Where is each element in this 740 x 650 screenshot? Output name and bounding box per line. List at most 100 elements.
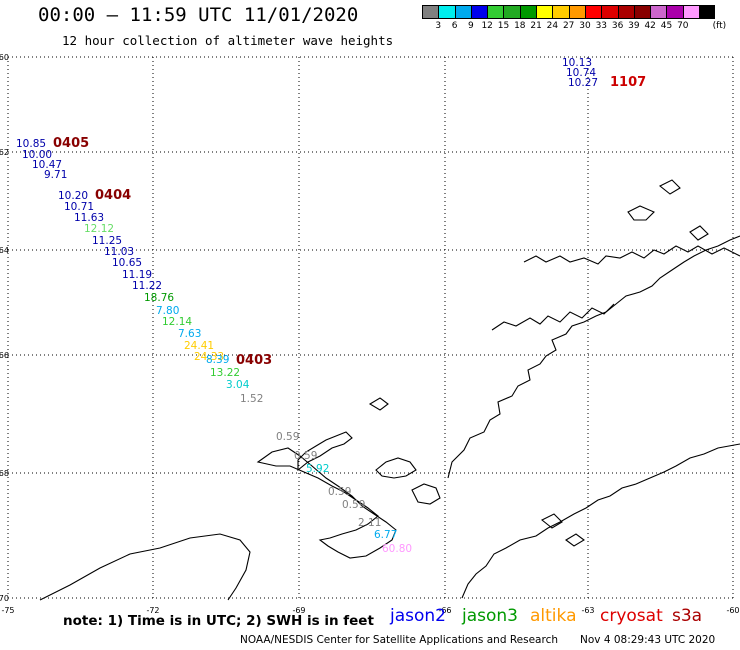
color-scale-swatch (666, 5, 683, 19)
color-scale-label: 18 (514, 21, 526, 31)
wave-height-value: 13.22 (210, 367, 240, 379)
map-subtitle: 12 hour collection of altimeter wave hei… (62, 33, 394, 48)
credit-text: NOAA/NESDIS Center for Satellite Applica… (240, 634, 558, 646)
color-scale-swatch (487, 5, 504, 19)
satellite-legend-item: cryosat (600, 606, 663, 626)
coastline-island-2 (658, 179, 681, 195)
wave-height-value: 7.63 (178, 328, 201, 340)
color-scale-swatch (633, 5, 651, 19)
wave-height-value: 10.00 (22, 149, 52, 161)
color-scale-label: 70 (677, 21, 689, 31)
wave-height-value: 10.27 (568, 77, 598, 89)
color-scale-label: 30 (579, 21, 591, 31)
coastline-south (461, 443, 740, 599)
color-scale-swatch (470, 5, 488, 19)
wave-height-value: 2.11 (358, 517, 381, 529)
satellite-legend-item: jason3 (462, 606, 518, 626)
wave-height-value: 3.04 (226, 379, 250, 391)
wave-height-value: 9.71 (44, 169, 67, 181)
wave-height-value: 11.22 (132, 280, 162, 292)
wave-height-value: 1.52 (240, 393, 263, 405)
latitude-label: -68 (0, 469, 9, 478)
latitude-label: -60 (0, 53, 9, 62)
coastline-inlet-2 (411, 483, 441, 505)
wave-height-value: 8.39 (206, 354, 229, 366)
wave-height-value: 0.59 (276, 431, 299, 443)
wave-height-value: 10.47 (32, 159, 62, 171)
wave-height-value: 10.20 (58, 190, 88, 202)
color-scale-swatch (650, 5, 667, 19)
color-scale-bar (422, 5, 716, 19)
generated-timestamp: Nov 4 08:29:43 UTC 2020 (580, 634, 716, 646)
longitude-label: -60 (726, 606, 739, 615)
coastline-inlet-1 (375, 457, 417, 479)
satellite-legend-item: jason2 (390, 606, 446, 626)
wave-height-value: 0.59 (342, 499, 365, 511)
color-scale-swatch (438, 5, 455, 19)
wave-height-value: 12.14 (162, 316, 192, 328)
color-scale-swatch (699, 5, 716, 19)
wave-height-value: 6.77 (374, 529, 397, 541)
color-scale-swatch (568, 5, 585, 19)
color-scale-swatch (422, 5, 439, 19)
footer-note: note: 1) Time is in UTC; 2) SWH is in fe… (63, 613, 374, 629)
wave-height-value: 10.85 (16, 138, 46, 150)
color-scale-label: 24 (546, 21, 559, 31)
color-scale-labels: 3 6 9 12 15 18 21 24 27 30 33 36 39 42 45 70 (ft) (422, 21, 740, 33)
wave-height-value: 24.41 (184, 340, 214, 352)
color-scale-label: 39 (628, 21, 640, 31)
longitude-label: -69 (292, 606, 305, 615)
coastline-ice-shelf (39, 533, 251, 601)
color-scale-label: 42 (644, 21, 656, 31)
color-scale-label: 15 (497, 21, 510, 31)
latitude-label: -62 (0, 148, 9, 157)
coastline-alexander-island (256, 447, 397, 559)
coastline-island-3 (689, 225, 709, 241)
wave-height-value: 7.80 (156, 305, 179, 317)
latitude-label: -66 (0, 351, 9, 360)
wave-height-value: 12.12 (84, 223, 114, 235)
wave-height-value: 5.92 (306, 463, 329, 475)
color-scale-swatch (617, 5, 634, 19)
color-scale-label: 33 (595, 21, 608, 31)
color-scale-swatch (519, 5, 537, 19)
longitude-label: -72 (146, 606, 159, 615)
color-scale-label: 21 (530, 21, 542, 31)
wave-height-value: 11.03 (104, 246, 134, 258)
wave-height-value: 0.59 (328, 486, 351, 498)
coastline-island-4 (368, 397, 389, 411)
wave-height-value: 18.76 (144, 292, 174, 304)
satellite-legend-item: s3a (672, 606, 703, 626)
color-scale-label: 3 (435, 21, 442, 31)
wave-height-value: 11.25 (92, 235, 122, 247)
wave-height-value: 10.74 (566, 67, 596, 79)
color-scale-swatch (503, 5, 520, 19)
wave-height-value: 24.33 (194, 351, 224, 363)
coastline-island-6 (565, 533, 585, 547)
wave-height-value: 0.59 (294, 450, 317, 462)
pass-time-label: 1107 (610, 75, 646, 90)
pass-time-label: 0404 (95, 188, 131, 203)
wave-height-value: 60.80 (382, 543, 412, 555)
color-scale-swatch (536, 5, 553, 19)
wave-height-value: 11.63 (74, 212, 104, 224)
latitude-label: -64 (0, 246, 9, 255)
wave-height-value: 11.19 (122, 269, 152, 281)
map-title: 00:00 – 11:59 UTC 11/01/2020 (38, 4, 359, 26)
wave-height-value: 10.65 (112, 257, 142, 269)
lat-lon-grid: -60 -62 -64 -66 -68 -70 -75 -72 -69 -66 -63 -60 (0, 53, 740, 615)
coastline-inner-peninsula (523, 245, 740, 265)
pass-time-label: 0405 (53, 136, 89, 151)
wave-height-value: 10.71 (64, 201, 94, 213)
color-scale-swatch (682, 5, 700, 19)
color-scale-swatch (601, 5, 618, 19)
color-scale-label: 27 (562, 21, 575, 31)
color-scale-swatch (584, 5, 602, 19)
longitude-label: -75 (1, 606, 14, 615)
latitude-label: -70 (0, 594, 9, 603)
wave-height-value: 10.13 (562, 57, 592, 69)
color-scale-label: 36 (611, 21, 624, 31)
antarctic-peninsula-coastline (39, 179, 740, 601)
